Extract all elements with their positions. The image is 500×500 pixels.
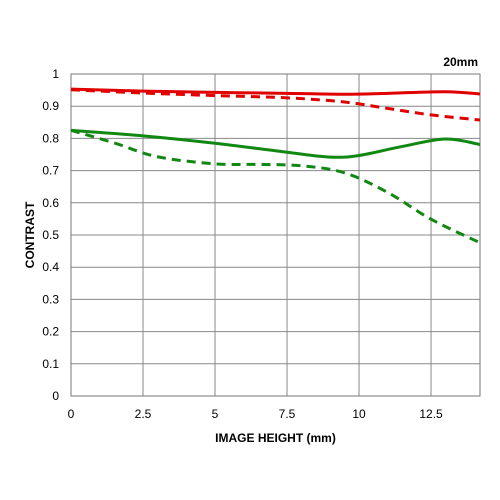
y-tick-label: 0.2 bbox=[42, 325, 59, 339]
y-tick-label: 0.4 bbox=[42, 260, 59, 274]
y-tick-label: 0.1 bbox=[42, 357, 59, 371]
series-layer bbox=[70, 87, 481, 245]
y-tick-label: 0.6 bbox=[42, 196, 59, 210]
y-tick-label: 0 bbox=[52, 389, 59, 403]
x-tick-label: 7.5 bbox=[279, 407, 296, 421]
x-tick-label: 2.5 bbox=[135, 407, 152, 421]
y-axis-title: CONTRAST bbox=[23, 201, 37, 268]
x-tick-label: 10 bbox=[352, 407, 366, 421]
y-tick-label: 0.7 bbox=[42, 164, 59, 178]
x-axis-title: IMAGE HEIGHT (mm) bbox=[215, 431, 336, 445]
x-tick-label: 12.5 bbox=[419, 407, 443, 421]
y-tick-label: 0.9 bbox=[42, 99, 59, 113]
x-tick-label: 0 bbox=[68, 407, 75, 421]
y-tick-label: 1 bbox=[52, 67, 59, 81]
green-dashed-series-line bbox=[70, 128, 481, 245]
green-solid-series-line bbox=[70, 128, 481, 159]
y-tick-label: 0.3 bbox=[42, 292, 59, 306]
x-tick-labels: 0 2.5 5 7.5 10 12.5 bbox=[68, 407, 443, 421]
grid bbox=[71, 74, 480, 396]
plot-frame bbox=[70, 73, 481, 397]
red-solid-series-line bbox=[70, 87, 481, 96]
x-tick-label: 5 bbox=[212, 407, 219, 421]
y-tick-label: 0.5 bbox=[42, 228, 59, 242]
chart-title: 20mm bbox=[443, 55, 478, 69]
y-tick-labels: 0 0.1 0.2 0.3 0.4 0.5 0.6 0.7 0.8 0.9 1 bbox=[42, 67, 59, 403]
y-tick-label: 0.8 bbox=[42, 131, 59, 145]
